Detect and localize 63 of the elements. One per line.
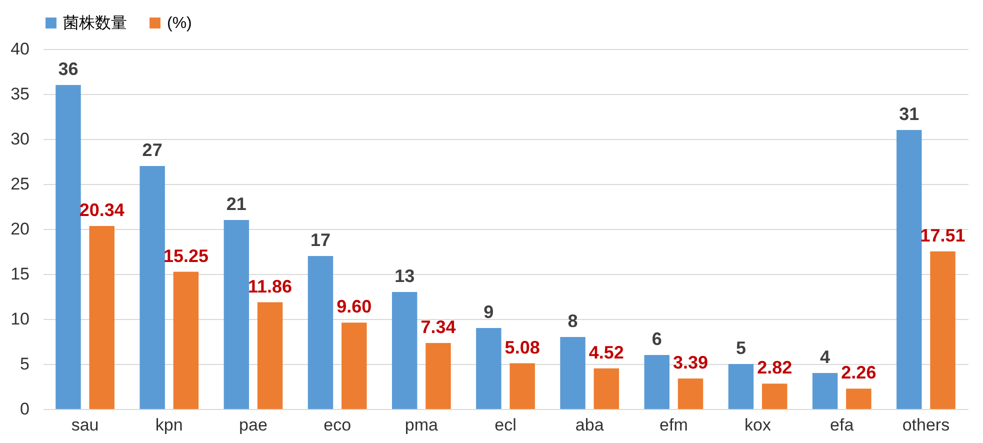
data-label: 17 bbox=[310, 230, 331, 250]
data-label: 7.34 bbox=[420, 316, 456, 337]
bar bbox=[89, 226, 114, 409]
x-tick-label: others bbox=[902, 416, 950, 434]
bar bbox=[560, 337, 586, 409]
data-label: 36 bbox=[58, 59, 78, 79]
x-tick-label: kox bbox=[744, 416, 772, 434]
y-tick-label: 15 bbox=[10, 264, 30, 284]
bar bbox=[392, 292, 418, 409]
data-label: 2.82 bbox=[757, 358, 792, 378]
x-tick-label: ecl bbox=[494, 416, 516, 434]
x-tick-label: kpn bbox=[155, 416, 183, 434]
y-tick-label: 25 bbox=[10, 174, 30, 194]
data-label: 5 bbox=[736, 338, 746, 358]
data-label: 13 bbox=[394, 266, 415, 286]
bar bbox=[812, 373, 838, 409]
y-tick-label: 30 bbox=[10, 130, 30, 148]
bar bbox=[308, 256, 334, 409]
data-label: 5.08 bbox=[504, 337, 540, 358]
data-label: 9.60 bbox=[336, 296, 372, 317]
data-label: 11.86 bbox=[248, 276, 292, 296]
bar bbox=[426, 342, 451, 409]
data-label: 6 bbox=[652, 329, 662, 349]
bar bbox=[762, 384, 788, 409]
bar bbox=[257, 302, 283, 409]
bar bbox=[930, 251, 956, 409]
bar bbox=[510, 363, 535, 409]
x-tick-label: aba bbox=[575, 416, 604, 434]
bar bbox=[173, 272, 199, 409]
data-label: 2.26 bbox=[841, 362, 876, 383]
bar bbox=[342, 322, 367, 409]
data-label: 3.39 bbox=[672, 352, 708, 372]
x-tick-label: pma bbox=[404, 416, 438, 434]
bar bbox=[476, 328, 502, 409]
data-label: 27 bbox=[142, 140, 162, 160]
bar bbox=[594, 368, 620, 409]
bar bbox=[896, 130, 922, 409]
y-tick-label: 40 bbox=[10, 40, 30, 58]
bar bbox=[728, 364, 754, 409]
x-tick-label: sau bbox=[71, 416, 99, 434]
data-label: 4.52 bbox=[588, 342, 624, 362]
y-tick-label: 10 bbox=[10, 310, 30, 328]
x-tick-label: pae bbox=[239, 416, 268, 434]
bar bbox=[644, 355, 670, 409]
data-label: 4 bbox=[820, 347, 830, 367]
data-label: 21 bbox=[226, 194, 246, 214]
bar bbox=[846, 388, 872, 409]
legend-label: 菌株数量 bbox=[63, 14, 127, 32]
x-tick-label: efm bbox=[660, 416, 688, 434]
data-label: 8 bbox=[568, 311, 578, 331]
data-label: 9 bbox=[484, 302, 494, 322]
y-tick-label: 5 bbox=[20, 354, 30, 374]
y-tick-label: 20 bbox=[10, 220, 30, 238]
x-tick-label: eco bbox=[324, 416, 352, 434]
bar bbox=[140, 166, 165, 409]
bar bbox=[56, 85, 81, 409]
legend-label: (%) bbox=[167, 15, 192, 32]
x-tick-label: efa bbox=[830, 416, 854, 434]
data-label: 31 bbox=[899, 104, 920, 124]
bar bbox=[678, 378, 704, 409]
y-tick-label: 35 bbox=[10, 84, 30, 104]
y-tick-label: 0 bbox=[20, 400, 30, 418]
bar bbox=[224, 220, 250, 409]
